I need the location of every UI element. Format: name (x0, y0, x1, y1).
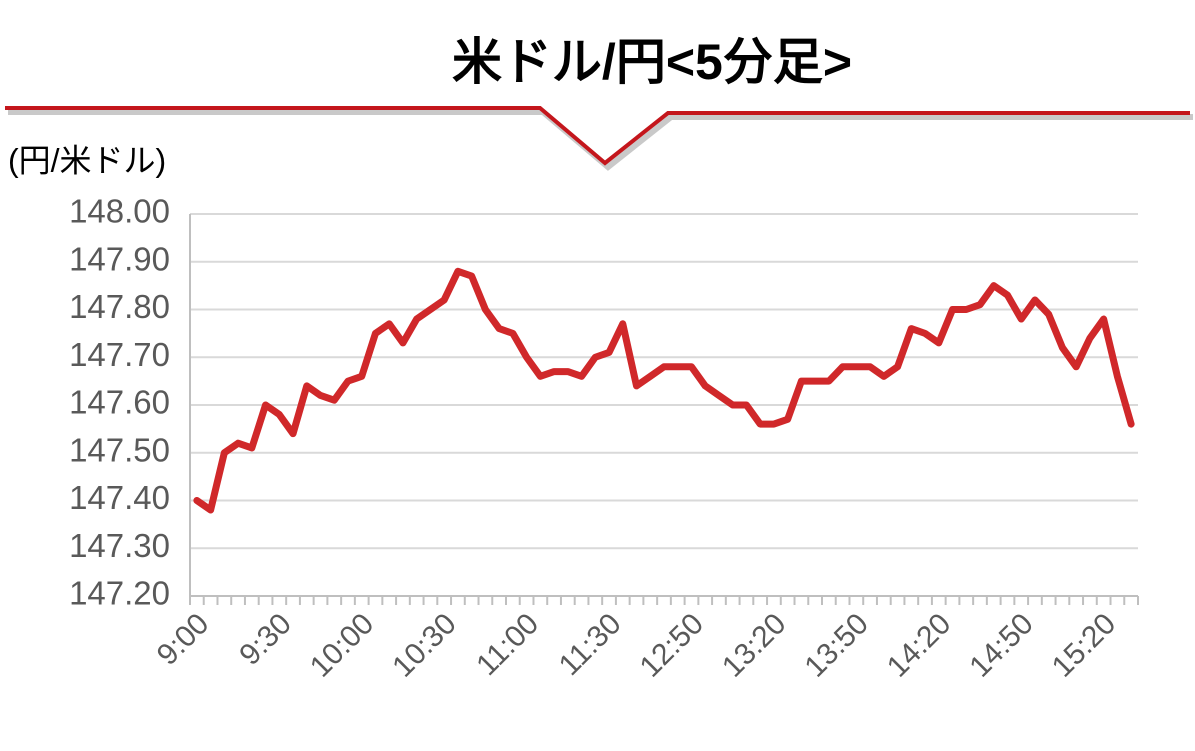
y-tick-label: 147.80 (69, 288, 170, 325)
y-tick-label: 147.50 (69, 431, 170, 468)
y-tick-label: 147.30 (69, 527, 170, 564)
x-tick-label: 13:50 (798, 607, 874, 683)
x-tick-label: 10:30 (386, 607, 462, 683)
y-tick-label: 147.90 (69, 240, 170, 277)
x-tick-label: 13:20 (716, 607, 792, 683)
header-line-shadow (8, 109, 1193, 171)
y-tick-label: 147.70 (69, 336, 170, 373)
y-tick-label: 147.60 (69, 384, 170, 421)
chart-title: 米ドル/円<5分足> (452, 34, 852, 90)
y-tick-label: 147.40 (69, 479, 170, 516)
x-tick-label: 12:50 (634, 607, 710, 683)
x-tick-label: 11:00 (470, 607, 545, 682)
x-tick-label: 10:00 (304, 607, 380, 683)
x-tick-label: 11:30 (553, 607, 628, 682)
x-tick-label: 15:20 (1046, 607, 1122, 683)
x-tick-label: 14:50 (963, 607, 1039, 683)
y-axis-label: (円/米ドル) (8, 142, 166, 178)
x-tick-label: 9:00 (151, 607, 216, 672)
x-tick-label: 14:20 (881, 607, 957, 683)
y-tick-label: 148.00 (69, 193, 170, 230)
header-line (5, 106, 1190, 166)
x-tick-label: 9:30 (233, 607, 298, 672)
y-tick-label: 147.20 (69, 575, 170, 612)
data-line (193, 267, 1135, 514)
